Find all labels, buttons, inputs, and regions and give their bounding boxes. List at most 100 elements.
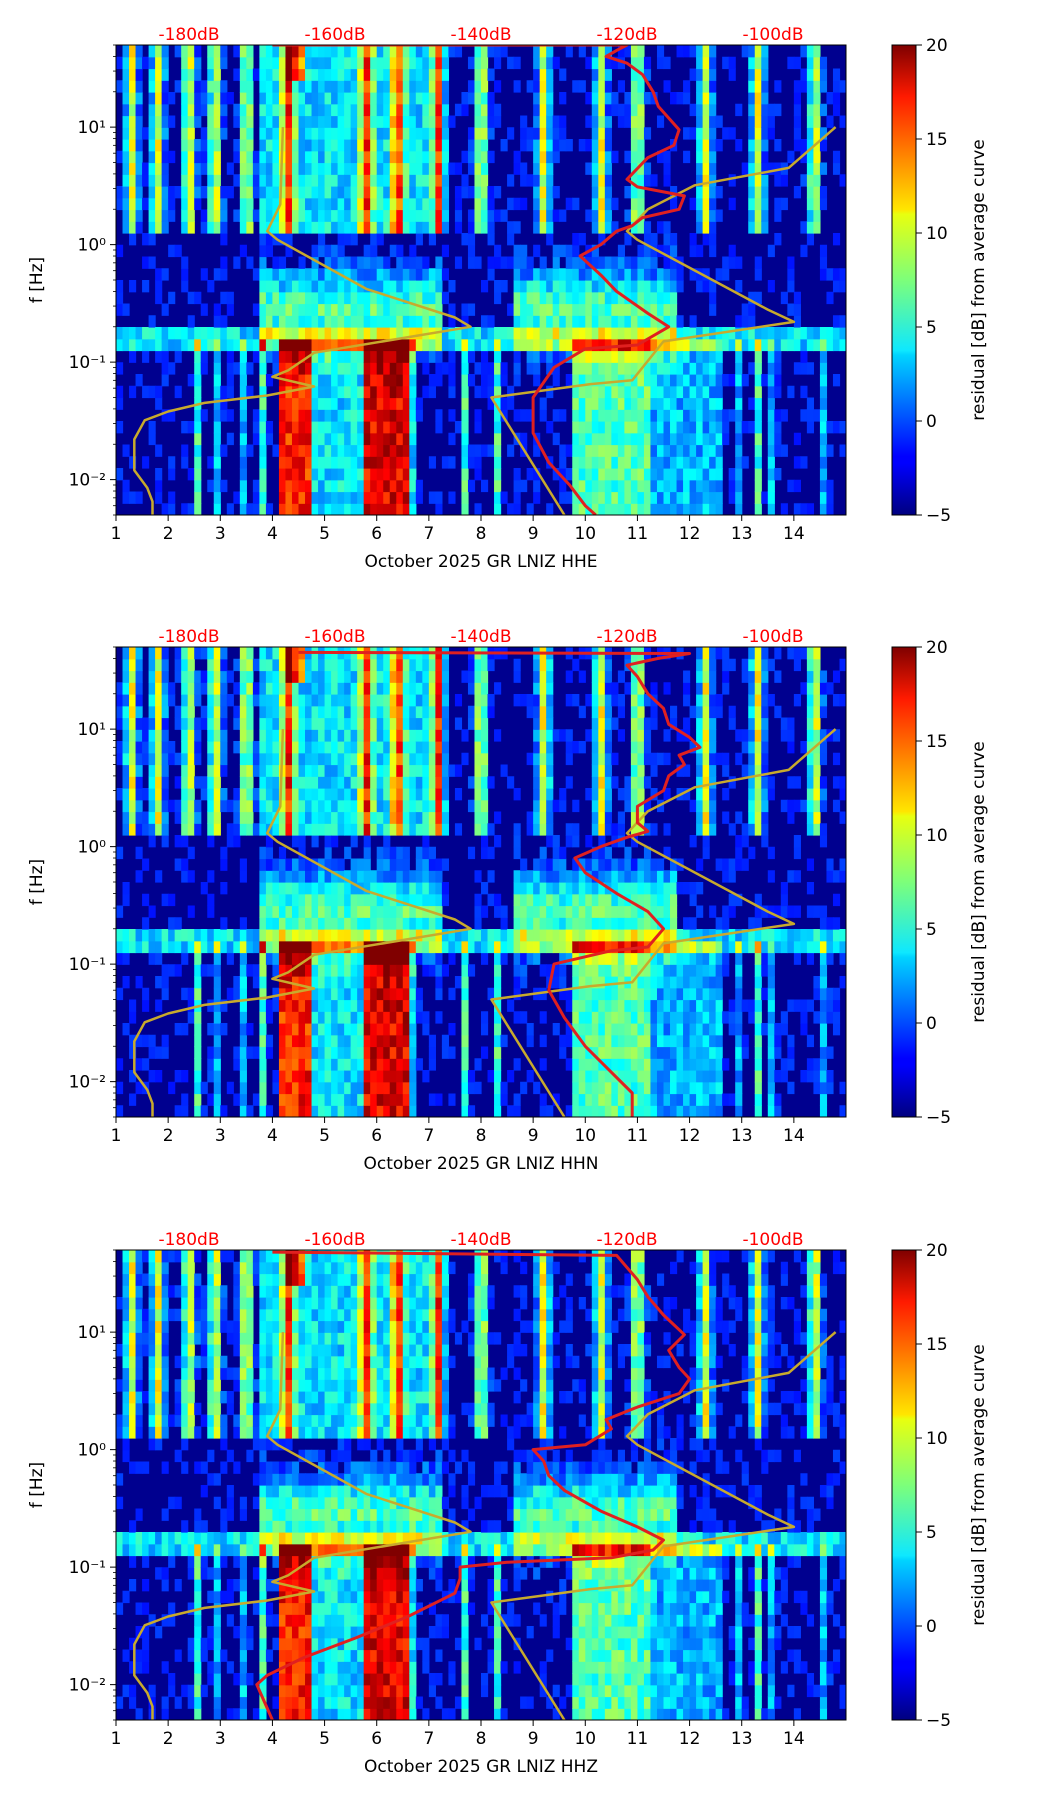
heatmap-cell xyxy=(689,397,697,410)
heatmap-cell xyxy=(207,658,215,672)
heatmap-cell xyxy=(363,811,371,824)
heatmap-cell xyxy=(585,268,593,281)
heatmap-cell xyxy=(500,491,508,504)
heatmap-cell xyxy=(428,893,436,907)
heatmap-cell xyxy=(428,870,436,883)
heatmap-cell xyxy=(272,92,280,105)
heatmap-cell xyxy=(181,338,189,352)
heatmap-cell xyxy=(539,56,547,70)
heatmap-cell xyxy=(767,338,775,352)
heatmap-cell xyxy=(793,362,801,375)
heatmap-cell xyxy=(572,1034,580,1048)
heatmap-cell xyxy=(331,1058,339,1071)
heatmap-cell xyxy=(428,823,436,836)
heatmap-cell xyxy=(839,327,846,340)
heatmap-cell xyxy=(409,741,417,754)
heatmap-cell xyxy=(135,788,143,801)
heatmap-cell xyxy=(259,1081,267,1095)
heatmap-cell xyxy=(168,929,176,942)
heatmap-cell xyxy=(324,952,332,965)
heatmap-cell xyxy=(474,776,482,789)
heatmap-cell xyxy=(546,127,554,140)
heatmap-cell xyxy=(670,244,678,258)
heatmap-cell xyxy=(129,776,137,789)
heatmap-cell xyxy=(285,197,293,211)
heatmap-cell xyxy=(624,456,632,469)
heatmap-cell xyxy=(481,846,489,860)
heatmap-cell xyxy=(539,729,547,742)
heatmap-cell xyxy=(604,479,612,493)
heatmap-cell xyxy=(422,68,430,81)
heatmap-cell xyxy=(207,929,215,942)
heatmap-cell xyxy=(331,221,339,234)
heatmap-cell xyxy=(200,647,208,660)
heatmap-cell xyxy=(533,139,541,152)
heatmap-cell xyxy=(494,374,502,387)
heatmap-cell xyxy=(148,729,156,742)
heatmap-cell xyxy=(709,409,717,422)
heatmap-cell xyxy=(415,694,423,707)
heatmap-cell xyxy=(265,1034,274,1048)
heatmap-cell xyxy=(337,244,345,258)
heatmap-cell xyxy=(624,503,632,515)
heatmap-cell xyxy=(396,987,404,1001)
heatmap-cell xyxy=(350,1081,358,1095)
heatmap-cell xyxy=(696,56,704,70)
heatmap-cell xyxy=(305,374,313,387)
heatmap-cell xyxy=(415,858,423,871)
y-tick-label: 10⁻¹ xyxy=(69,353,106,373)
heatmap-cell xyxy=(435,45,443,58)
heatmap-cell xyxy=(331,682,339,695)
heatmap-cell xyxy=(331,882,339,895)
heatmap-cell xyxy=(533,479,541,493)
heatmap-cell xyxy=(422,150,430,164)
heatmap-cell xyxy=(559,68,567,81)
heatmap-cell xyxy=(526,338,534,352)
heatmap-cell xyxy=(546,221,554,234)
heatmap-cell xyxy=(702,268,710,281)
heatmap-cell xyxy=(728,256,736,269)
heatmap-cell xyxy=(220,209,228,222)
heatmap-cell xyxy=(441,362,450,375)
heatmap-cell xyxy=(709,479,717,493)
heatmap-cell xyxy=(220,327,228,340)
heatmap-cell xyxy=(702,444,710,457)
heatmap-cell xyxy=(331,256,339,269)
heatmap-cell xyxy=(793,127,801,140)
heatmap-cell xyxy=(676,45,684,58)
heatmap-cell xyxy=(793,80,801,93)
heatmap-cell xyxy=(213,92,221,105)
heatmap-cell xyxy=(200,103,208,117)
heatmap-cell xyxy=(155,940,163,954)
heatmap-cell xyxy=(376,823,384,836)
heatmap-cell xyxy=(735,256,743,269)
heatmap-cell xyxy=(467,682,476,695)
heatmap-cell xyxy=(435,917,443,930)
heatmap-cell xyxy=(285,952,293,965)
heatmap-cell xyxy=(559,905,567,918)
heatmap-cell xyxy=(213,952,221,965)
heatmap-cell xyxy=(598,291,606,305)
heatmap-cell xyxy=(474,741,482,754)
heatmap-cell xyxy=(604,162,612,175)
heatmap-cell xyxy=(207,127,215,140)
heatmap-cell xyxy=(591,362,599,375)
heatmap-cell xyxy=(409,999,417,1012)
heatmap-cell xyxy=(370,694,378,707)
heatmap-cell xyxy=(311,327,319,340)
heatmap-cell xyxy=(324,127,332,140)
heatmap-cell xyxy=(585,209,593,222)
heatmap-cell xyxy=(337,929,345,942)
heatmap-cell xyxy=(383,846,391,860)
heatmap-cell xyxy=(331,56,339,70)
heatmap-cell xyxy=(272,870,280,883)
heatmap-cell xyxy=(194,729,202,742)
heatmap-cell xyxy=(637,280,645,293)
heatmap-cell xyxy=(252,338,260,352)
heatmap-cell xyxy=(376,1070,384,1083)
heatmap-cell xyxy=(656,479,665,493)
heatmap-cell xyxy=(435,658,443,672)
heatmap-cell xyxy=(344,717,352,730)
heatmap-cell xyxy=(415,764,423,777)
heatmap-cell xyxy=(239,150,247,164)
